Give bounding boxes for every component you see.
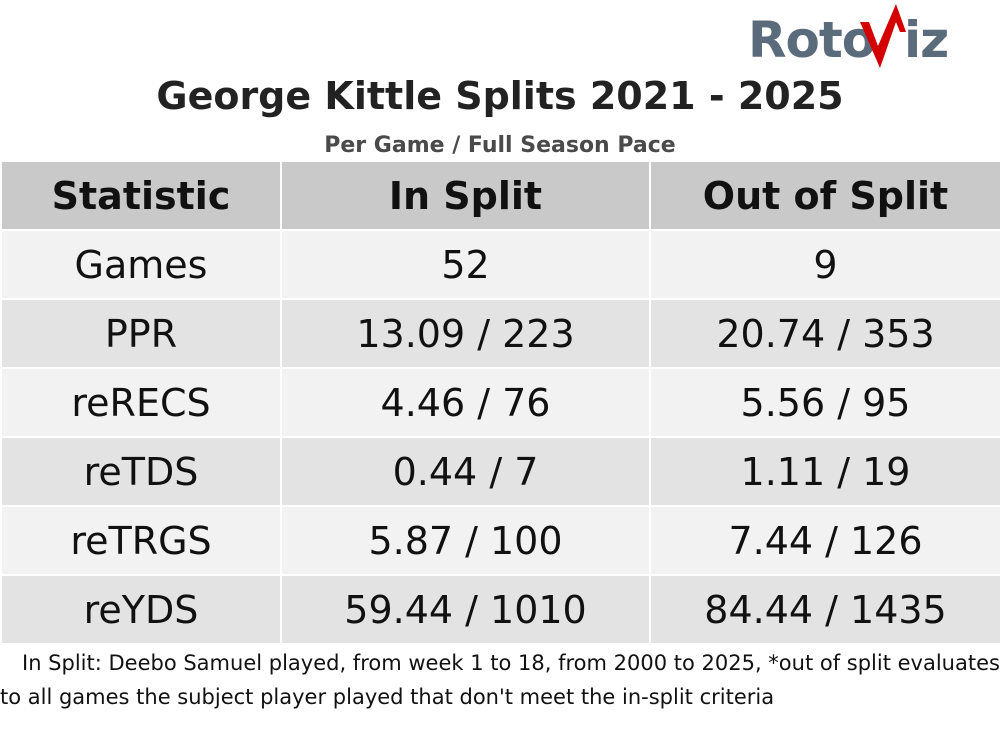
cell-statistic: reTDS xyxy=(0,436,282,507)
table-row: reRECS 4.46 / 76 5.56 / 95 xyxy=(0,367,1000,438)
cell-out-of-split: 9 xyxy=(649,229,1000,300)
rotoviz-logo: Roto iz xyxy=(748,4,949,69)
logo-v-mark xyxy=(860,4,906,68)
logo-text-left: Roto xyxy=(748,11,875,69)
cell-out-of-split: 7.44 / 126 xyxy=(649,505,1000,576)
table-row: reTDS 0.44 / 7 1.11 / 19 xyxy=(0,436,1000,507)
table-row: reTRGS 5.87 / 100 7.44 / 126 xyxy=(0,505,1000,576)
table-row: Games 52 9 xyxy=(0,229,1000,300)
cell-out-of-split: 1.11 / 19 xyxy=(649,436,1000,507)
cell-statistic: reTRGS xyxy=(0,505,282,576)
cell-statistic: reYDS xyxy=(0,574,282,645)
cell-in-split: 52 xyxy=(280,229,651,300)
cell-out-of-split: 20.74 / 353 xyxy=(649,298,1000,369)
footnote: In Split: Deebo Samuel played, from week… xyxy=(0,651,1000,709)
chart-title: George Kittle Splits 2021 - 2025 xyxy=(156,74,844,118)
table-row: PPR 13.09 / 223 20.74 / 353 xyxy=(0,298,1000,369)
chart-subtitle: Per Game / Full Season Pace xyxy=(324,133,676,158)
header-out-of-split: Out of Split xyxy=(649,160,1000,231)
cell-in-split: 5.87 / 100 xyxy=(280,505,651,576)
cell-out-of-split: 84.44 / 1435 xyxy=(649,574,1000,645)
cell-statistic: reRECS xyxy=(0,367,282,438)
cell-statistic: PPR xyxy=(0,298,282,369)
header-row: Statistic In Split Out of Split xyxy=(0,160,1000,231)
cell-in-split: 13.09 / 223 xyxy=(280,298,651,369)
cell-in-split: 4.46 / 76 xyxy=(280,367,651,438)
table-row: reYDS 59.44 / 1010 84.44 / 1435 xyxy=(0,574,1000,645)
header-in-split: In Split xyxy=(280,160,651,231)
header-statistic: Statistic xyxy=(0,160,282,231)
cell-in-split: 59.44 / 1010 xyxy=(280,574,651,645)
cell-statistic: Games xyxy=(0,229,282,300)
logo-text-right: iz xyxy=(904,11,948,69)
cell-in-split: 0.44 / 7 xyxy=(280,436,651,507)
cell-out-of-split: 5.56 / 95 xyxy=(649,367,1000,438)
splits-table: Statistic In Split Out of Split Games 52… xyxy=(0,160,1000,645)
